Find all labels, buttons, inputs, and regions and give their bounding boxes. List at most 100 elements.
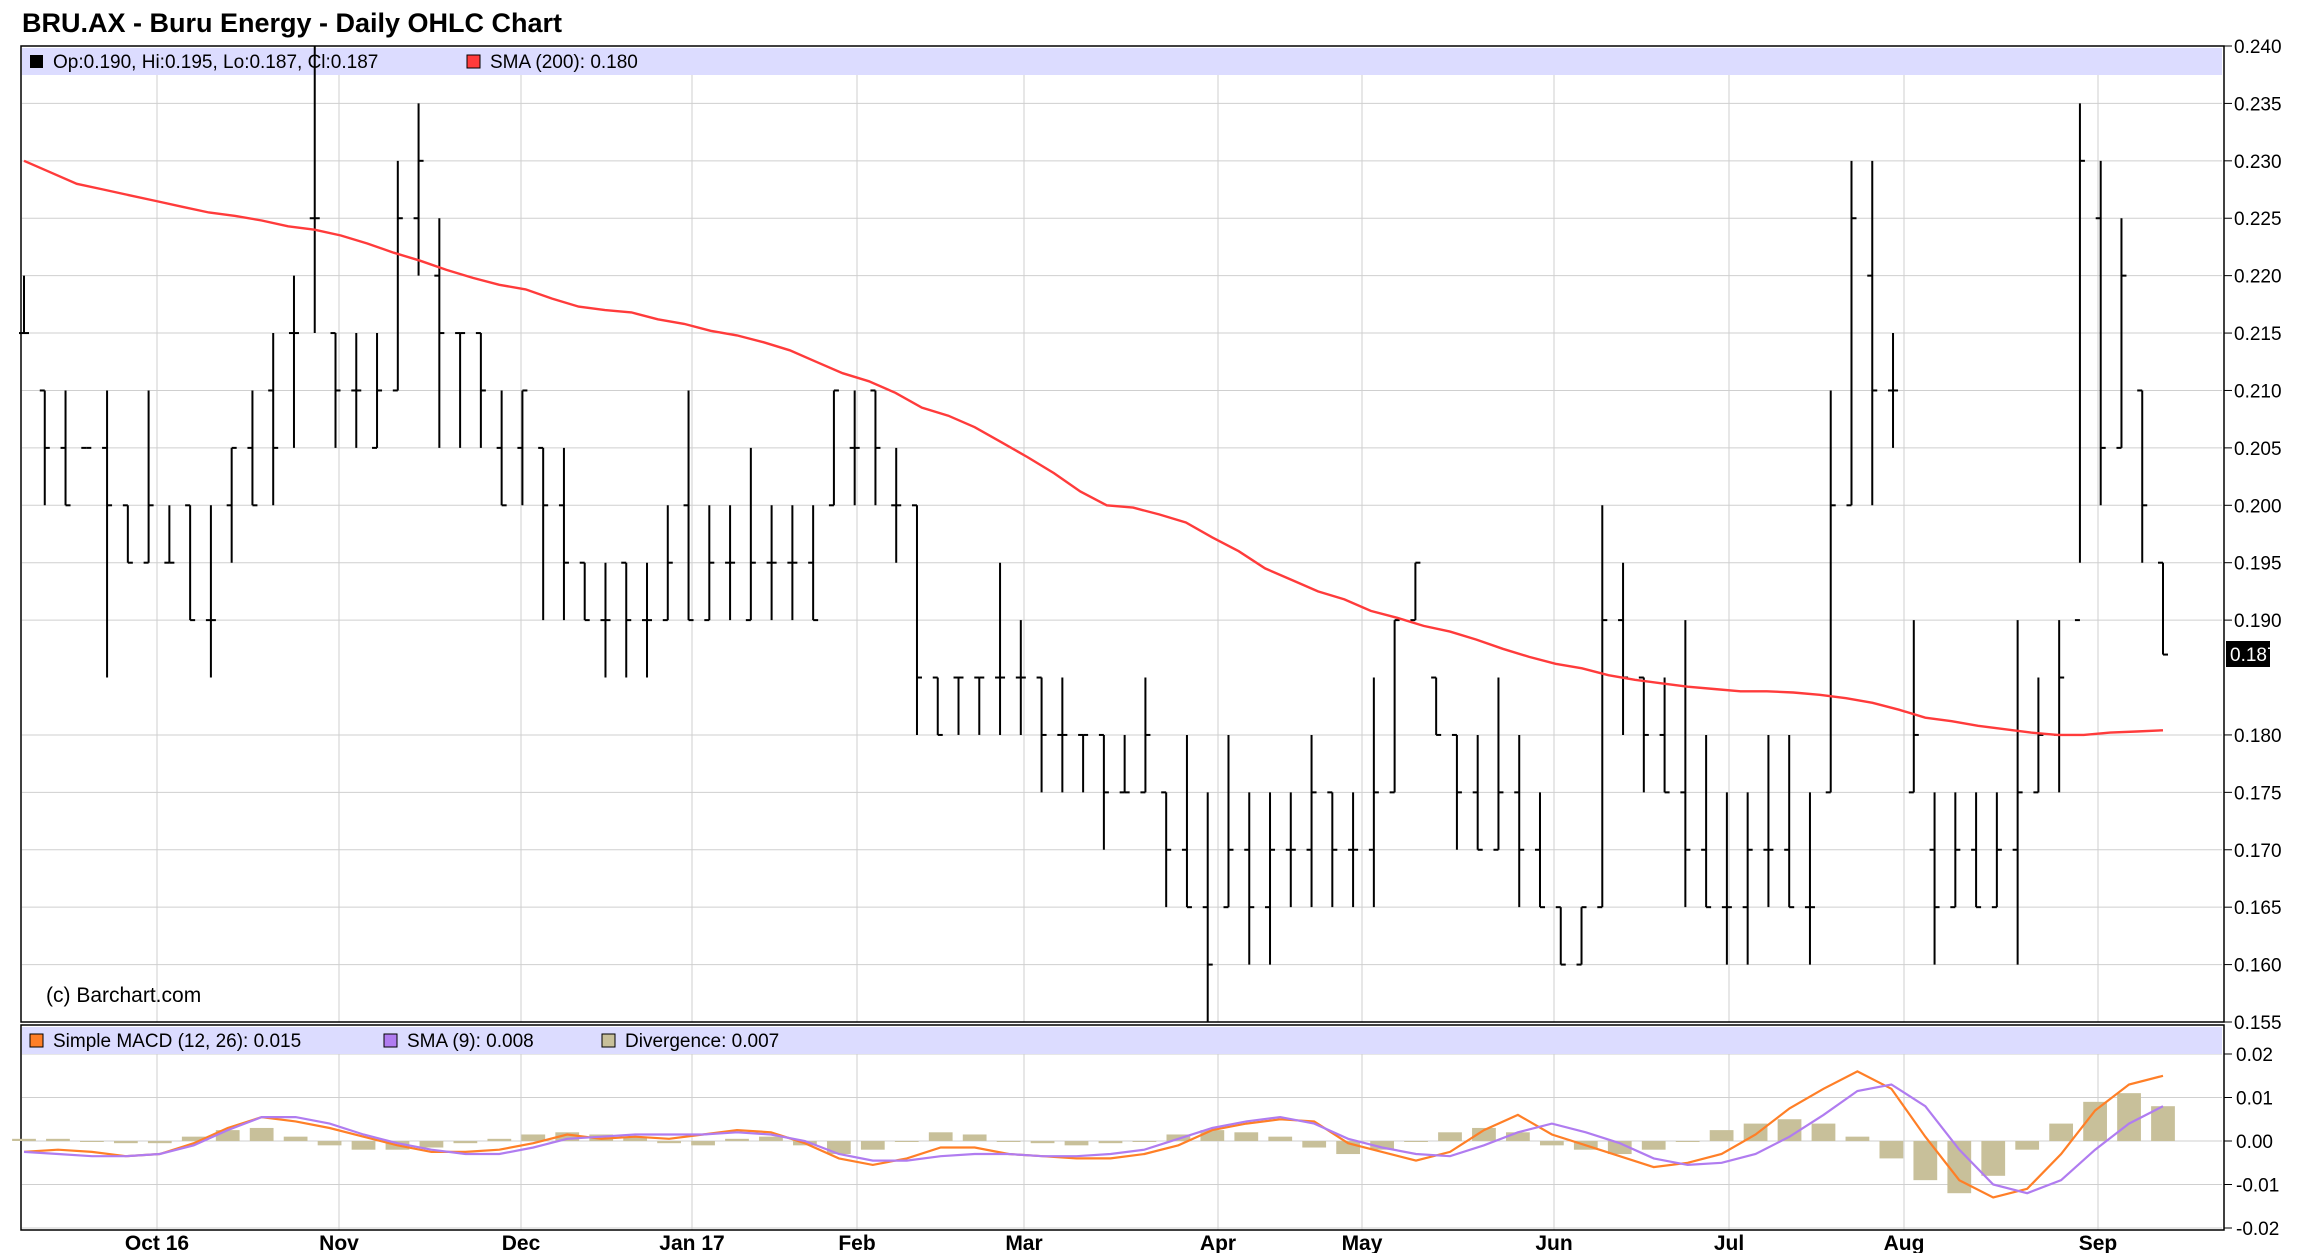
ohlc-bar bbox=[808, 505, 819, 622]
ohlc-bar bbox=[351, 333, 362, 448]
divergence-bar bbox=[1845, 1136, 1870, 1141]
ohlc-bar bbox=[932, 676, 943, 736]
divergence-bar bbox=[894, 1141, 919, 1142]
ohlc-bar bbox=[974, 676, 985, 735]
x-tick-label: May bbox=[1342, 1232, 1383, 1253]
x-axis: Oct 16 Nov Dec Jan 17 Feb Mar Apr May Jun Jul Aug S… bbox=[125, 1232, 2117, 1253]
ohlc-bar bbox=[1950, 792, 1961, 909]
divergence-bar bbox=[2015, 1141, 2040, 1150]
ohlc-bar bbox=[1472, 734, 1483, 851]
divergence-bar bbox=[2083, 1101, 2107, 1141]
ohlc-bar bbox=[143, 390, 154, 564]
ohlc-bar bbox=[1078, 733, 1089, 793]
ohlc-bar bbox=[1618, 562, 1629, 735]
divergence-legend-text: Divergence: 0.007 bbox=[625, 1031, 779, 1052]
divergence-bar bbox=[623, 1136, 648, 1141]
chart-title: BRU.AX - Buru Energy - Daily OHLC Chart bbox=[22, 8, 562, 38]
divergence-bar bbox=[147, 1141, 172, 1144]
macd-tick-label: 0.00 bbox=[2236, 1132, 2273, 1153]
divergence-bar bbox=[555, 1132, 580, 1141]
divergence-bar bbox=[1098, 1141, 1123, 1144]
ohlc-bar bbox=[1721, 792, 1732, 965]
ohlc-bar bbox=[1659, 677, 1670, 794]
ohlc-bar bbox=[579, 561, 590, 622]
macd-tick-label: 0.02 bbox=[2236, 1045, 2273, 1066]
divergence-bar bbox=[1234, 1132, 1259, 1141]
ohlc-bar bbox=[372, 333, 383, 449]
last-price-label: 0.187 bbox=[2230, 645, 2278, 666]
price-tick-label: 0.225 bbox=[2234, 209, 2282, 230]
ohlc-bar bbox=[1493, 677, 1504, 851]
ohlc-bar bbox=[1451, 733, 1462, 850]
price-gridlines bbox=[22, 45, 2222, 1023]
ohlc-bar bbox=[2012, 620, 2023, 965]
macd-axis: 0.02 0.01 0.00 -0.01 -0.02 bbox=[2224, 1045, 2279, 1240]
macd-legend-text: Simple MACD (12, 26): 0.015 bbox=[53, 1031, 301, 1052]
ohlc-bar bbox=[1431, 676, 1442, 736]
ohlc-bar bbox=[330, 332, 341, 448]
ohlc-bar bbox=[1991, 792, 2002, 909]
ohlc-bar bbox=[122, 504, 133, 564]
macd-signal-line bbox=[23, 1083, 2164, 1195]
x-tick-label: Oct 16 bbox=[125, 1232, 189, 1253]
ohlc-bar bbox=[268, 333, 279, 506]
ohlc-bar bbox=[1701, 734, 1712, 909]
ohlc-bar bbox=[2074, 103, 2085, 622]
divergence-bar bbox=[1743, 1123, 1768, 1141]
divergence-bar bbox=[1302, 1141, 1327, 1148]
ohlc-bar bbox=[870, 389, 881, 506]
price-panel-frame bbox=[20, 45, 2225, 1023]
price-tick-label: 0.230 bbox=[2234, 152, 2282, 173]
ohlc-bar bbox=[1534, 792, 1545, 909]
divergence-bar bbox=[351, 1141, 376, 1150]
price-tick-label: 0.160 bbox=[2234, 956, 2282, 977]
ohlc-bar bbox=[1680, 620, 1691, 908]
ohlc-bar bbox=[164, 505, 175, 564]
ohlc-bar bbox=[911, 504, 922, 735]
x-tick-label: Feb bbox=[838, 1232, 875, 1253]
price-tick-label: 0.235 bbox=[2234, 94, 2282, 115]
ohlc-bar bbox=[1763, 734, 1774, 908]
divergence-bar bbox=[1947, 1141, 1972, 1194]
ohlc-bar bbox=[1389, 619, 1400, 794]
ohlc-bar bbox=[517, 389, 528, 506]
divergence-bar bbox=[1132, 1141, 1157, 1142]
ohlc-bar bbox=[683, 390, 694, 622]
divergence-bar bbox=[2117, 1093, 2141, 1141]
price-tick-label: 0.180 bbox=[2234, 726, 2282, 747]
x-tick-label: Jan 17 bbox=[659, 1232, 724, 1253]
ohlc-bar bbox=[558, 447, 569, 621]
divergence-bar bbox=[928, 1132, 953, 1141]
ohlc-bar bbox=[1971, 792, 1982, 909]
ohlc-legend-swatch bbox=[30, 55, 43, 68]
ohlc-bar bbox=[745, 447, 756, 622]
ohlc-bar bbox=[621, 561, 632, 678]
ohlc-bar bbox=[455, 332, 466, 448]
ohlc-bar bbox=[1804, 792, 1815, 965]
price-axis: 0.240 0.235 0.230 0.225 0.220 0.215 0.210 0.205… bbox=[2224, 37, 2282, 1034]
price-tick-label: 0.205 bbox=[2234, 439, 2282, 460]
ohlc-bar bbox=[309, 46, 320, 334]
ohlc-bar bbox=[2095, 160, 2106, 506]
divergence-bar bbox=[1370, 1141, 1394, 1150]
ohlc-bar bbox=[1368, 677, 1379, 908]
signal-legend-swatch bbox=[383, 1033, 398, 1048]
divergence-bar bbox=[860, 1141, 885, 1150]
divergence-bar bbox=[1404, 1141, 1428, 1142]
divergence-bar bbox=[826, 1141, 851, 1155]
ohlc-bar bbox=[392, 160, 403, 392]
divergence-bar bbox=[1811, 1123, 1836, 1141]
ohlc-bar bbox=[538, 446, 549, 621]
ohlc-bar bbox=[2033, 677, 2044, 794]
divergence-bar bbox=[1506, 1132, 1530, 1141]
ohlc-bar bbox=[102, 390, 113, 678]
x-tick-label: Mar bbox=[1005, 1232, 1042, 1253]
ohlc-bar bbox=[1825, 390, 1836, 794]
divergence-bar bbox=[962, 1134, 987, 1141]
ohlc-bar bbox=[247, 390, 258, 507]
ohlc-bar bbox=[185, 504, 196, 622]
ohlc-bar bbox=[60, 390, 71, 507]
ohlc-bar bbox=[849, 390, 860, 506]
ohlc-bar bbox=[662, 505, 673, 622]
